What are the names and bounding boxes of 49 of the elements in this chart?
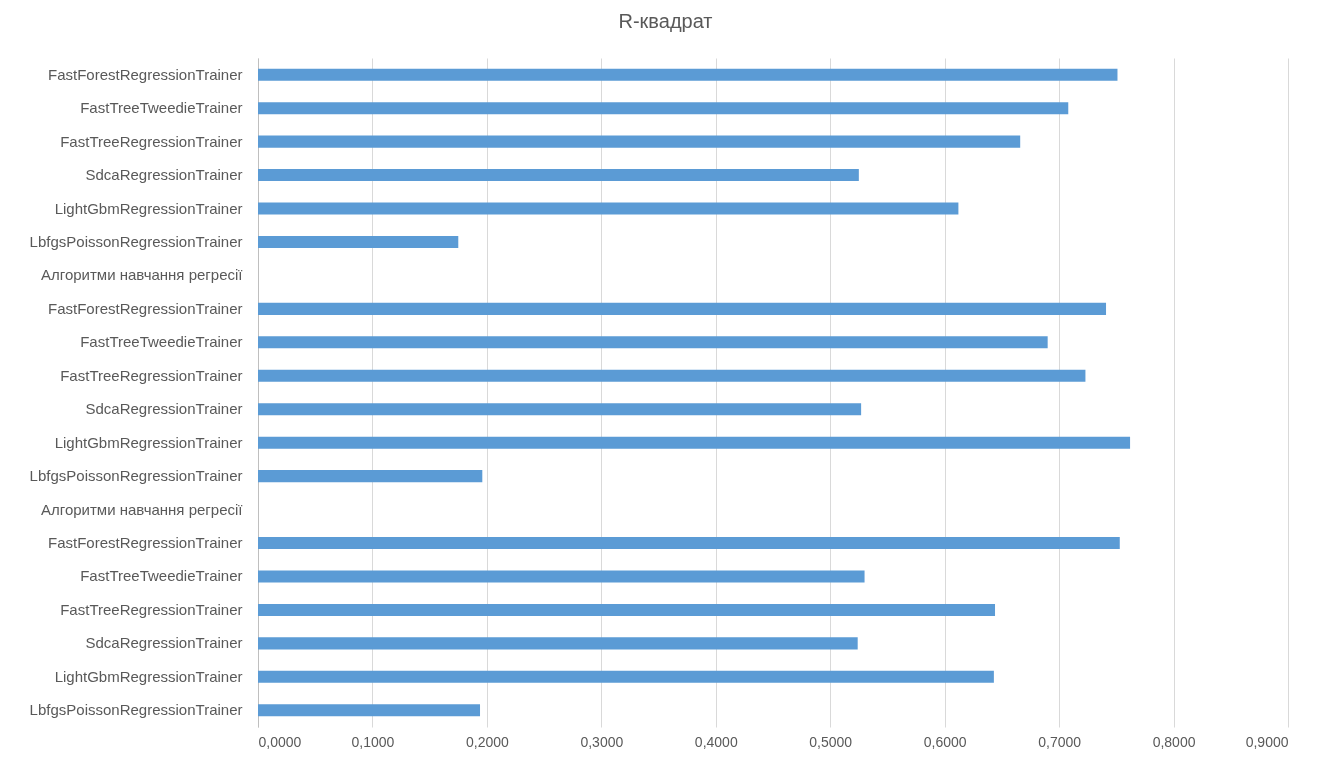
bar xyxy=(258,470,483,483)
x-tick-label: 0,2000 xyxy=(465,733,510,750)
bar xyxy=(258,436,1131,449)
y-tick-label: LbfgsPoissonRegressionTrainer xyxy=(29,701,243,719)
y-tick-label: FastTreeTweedieTrainer xyxy=(80,99,243,117)
bar xyxy=(258,135,1021,148)
y-tick-label: FastTreeTweedieTrainer xyxy=(80,333,243,351)
y-tick-label: Алгоритми навчання регресії xyxy=(41,266,244,284)
y-tick-label: FastForestRegressionTrainer xyxy=(47,299,243,317)
x-tick-label: 0,3000 xyxy=(580,733,624,750)
bar xyxy=(258,670,994,683)
x-tick-label: 0,4000 xyxy=(694,733,738,750)
y-tick-label: FastTreeRegressionTrainer xyxy=(60,600,243,618)
y-tick-label: FastTreeTweedieTrainer xyxy=(80,567,243,585)
bar xyxy=(258,537,1120,550)
bar xyxy=(258,403,862,416)
bar xyxy=(258,704,481,717)
bar xyxy=(258,169,859,182)
bar xyxy=(258,369,1086,382)
bar xyxy=(258,603,996,616)
bar xyxy=(258,202,959,215)
bar xyxy=(258,570,865,583)
x-tick-label: 0,1000 xyxy=(351,733,395,750)
y-tick-label: LightGbmRegressionTrainer xyxy=(54,433,243,451)
bar xyxy=(258,336,1048,349)
y-tick-label: FastForestRegressionTrainer xyxy=(47,65,243,83)
y-tick-label: LightGbmRegressionTrainer xyxy=(54,667,243,685)
y-tick-label: SdcaRegressionTrainer xyxy=(85,166,243,184)
y-tick-label: FastTreeRegressionTrainer xyxy=(60,366,243,384)
bar xyxy=(258,302,1107,315)
y-tick-label: SdcaRegressionTrainer xyxy=(85,634,243,652)
y-tick-label: LightGbmRegressionTrainer xyxy=(54,199,243,217)
y-tick-label: LbfgsPoissonRegressionTrainer xyxy=(29,467,243,485)
bar xyxy=(258,102,1069,115)
x-tick-label: 0,6000 xyxy=(923,733,967,750)
x-tick-label: 0,9000 xyxy=(1245,733,1289,750)
y-tick-label: FastForestRegressionTrainer xyxy=(47,534,243,552)
bar xyxy=(258,235,459,248)
y-tick-label: SdcaRegressionTrainer xyxy=(85,400,243,418)
y-tick-label: LbfgsPoissonRegressionTrainer xyxy=(29,232,243,250)
y-tick-label: FastTreeRegressionTrainer xyxy=(60,132,243,150)
bar xyxy=(258,637,858,650)
x-tick-label: 0,5000 xyxy=(809,733,853,750)
bar xyxy=(258,68,1118,81)
y-tick-label: Алгоритми навчання регресії xyxy=(41,500,244,518)
x-tick-label: 0,8000 xyxy=(1152,733,1196,750)
chart-title: R-квадрат xyxy=(618,10,713,32)
x-tick-label: 0,0000 xyxy=(258,733,302,750)
x-tick-label: 0,7000 xyxy=(1038,733,1082,750)
